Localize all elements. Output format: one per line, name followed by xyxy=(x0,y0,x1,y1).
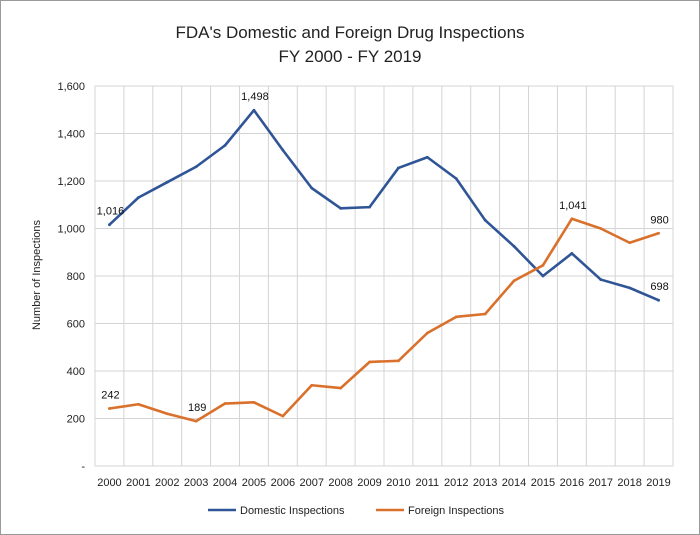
x-tick-label: 2007 xyxy=(300,477,324,489)
x-tick-label: 2014 xyxy=(502,477,526,489)
y-tick-label: 600 xyxy=(67,319,85,331)
data-label: 1,498 xyxy=(241,91,269,103)
data-point xyxy=(541,263,545,267)
data-point xyxy=(310,383,314,387)
data-point xyxy=(310,186,314,190)
data-point xyxy=(628,241,632,245)
data-point xyxy=(599,227,603,230)
y-tick-label: 1,400 xyxy=(57,129,85,141)
x-tick-label: 2001 xyxy=(126,477,150,489)
grid-layer xyxy=(94,85,674,467)
data-point xyxy=(223,402,227,405)
legend-label: Foreign Inspections xyxy=(408,505,504,517)
data-point xyxy=(339,386,343,390)
x-axis: 2000 2001 2002 2003 2004 2005 2006 2007 2008 2009… xyxy=(97,477,671,489)
x-tick-label: 2012 xyxy=(444,477,468,489)
legend: Domestic Inspections Foreign Inspections xyxy=(208,505,504,517)
data-point xyxy=(454,177,458,181)
x-tick-label: 2005 xyxy=(242,477,266,489)
data-point xyxy=(165,412,169,416)
legend-label: Domestic Inspections xyxy=(240,505,345,517)
data-label: 189 xyxy=(188,402,206,414)
series-line-domestic xyxy=(108,108,660,302)
data-point xyxy=(657,298,660,302)
data-point xyxy=(136,196,140,200)
data-point xyxy=(454,315,458,319)
x-tick-label: 2015 xyxy=(531,477,555,489)
data-label-layer: 1,016 1,498 698 242 189 1,041 980 xyxy=(97,91,669,414)
series-line-foreign xyxy=(108,217,660,423)
data-point xyxy=(281,148,285,152)
data-point xyxy=(223,143,227,147)
chart-title-line2: FY 2000 - FY 2019 xyxy=(278,47,422,66)
x-tick-label: 2019 xyxy=(646,477,670,489)
x-tick-label: 2002 xyxy=(155,477,179,489)
x-tick-label: 2003 xyxy=(184,477,208,489)
data-point xyxy=(628,286,632,290)
y-tick-label: 1,200 xyxy=(57,176,85,188)
data-label: 1,041 xyxy=(559,200,587,212)
data-point xyxy=(136,402,140,406)
y-axis-label: Number of Inspections xyxy=(31,219,43,330)
y-tick-label: 800 xyxy=(67,271,85,283)
x-tick-label: 2000 xyxy=(97,477,121,489)
data-point xyxy=(397,359,400,363)
x-tick-label: 2016 xyxy=(560,477,584,489)
x-tick-label: 2004 xyxy=(213,477,237,489)
data-point xyxy=(368,360,371,364)
data-point xyxy=(368,205,371,209)
x-tick-label: 2010 xyxy=(386,477,410,489)
data-point xyxy=(165,180,169,184)
x-tick-label: 2008 xyxy=(328,477,352,489)
data-label: 242 xyxy=(101,390,119,402)
x-tick-label: 2017 xyxy=(589,477,613,489)
x-tick-label: 2011 xyxy=(416,477,440,489)
chart-title-line1: FDA's Domestic and Foreign Drug Inspecti… xyxy=(175,23,525,42)
data-point xyxy=(483,312,487,316)
data-point xyxy=(425,331,429,335)
y-tick-label: - xyxy=(81,461,85,473)
x-tick-label: 2009 xyxy=(357,477,381,489)
y-tick-label: 400 xyxy=(67,366,85,378)
data-label: 1,016 xyxy=(97,206,125,218)
data-point xyxy=(194,165,198,169)
series-layer xyxy=(108,108,660,423)
data-point xyxy=(194,419,198,423)
data-point xyxy=(541,274,545,278)
data-point xyxy=(397,166,400,170)
data-label: 980 xyxy=(650,214,668,226)
data-point xyxy=(252,400,256,404)
data-point xyxy=(425,155,429,159)
data-point xyxy=(657,231,660,235)
data-point xyxy=(108,223,111,227)
data-point xyxy=(252,108,256,112)
y-tick-label: 200 xyxy=(67,414,85,426)
data-point xyxy=(599,278,603,281)
data-point xyxy=(483,218,487,222)
data-point xyxy=(339,206,343,210)
y-tick-label: 1,000 xyxy=(57,224,85,236)
x-tick-label: 2006 xyxy=(271,477,295,489)
data-point xyxy=(512,244,516,248)
chart-title: FDA's Domestic and Foreign Drug Inspecti… xyxy=(1,21,699,69)
y-axis: - 200 400 600 800 1,000 1,200 1,400 1,600 xyxy=(57,81,85,473)
data-point xyxy=(281,414,285,418)
data-point xyxy=(108,407,111,410)
y-tick-label: 1,600 xyxy=(57,81,85,93)
data-point xyxy=(512,279,516,283)
data-label: 698 xyxy=(650,281,668,293)
x-tick-label: 2018 xyxy=(617,477,641,489)
data-point xyxy=(570,252,574,255)
data-point xyxy=(570,217,574,221)
x-tick-label: 2013 xyxy=(473,477,497,489)
